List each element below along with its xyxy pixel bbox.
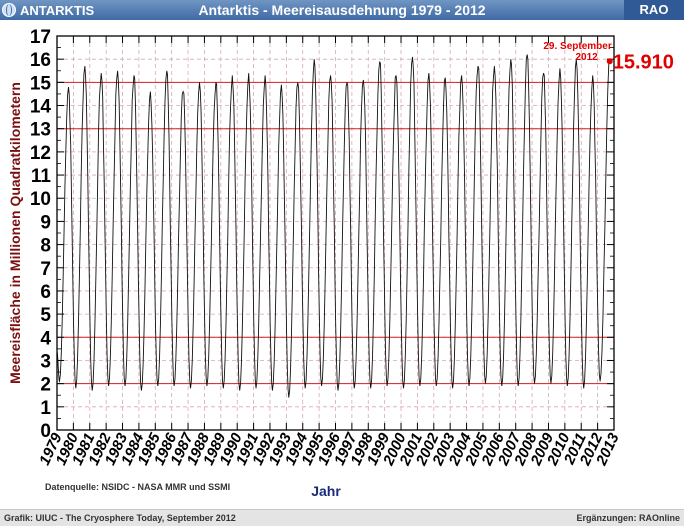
footer-credit: Grafik: UIUC - The Cryosphere Today, Sep… xyxy=(4,513,236,523)
y-axis-label: Meereisfläche in Millionen Quadratkilome… xyxy=(7,82,23,384)
footer-supplement: Ergänzungen: RAOnline xyxy=(576,513,681,523)
y-tick-label: 17 xyxy=(30,27,51,48)
annotation-date: 29. September xyxy=(543,41,611,52)
annotation-value: 15.910 xyxy=(613,51,674,73)
region-label: ANTARKTIS xyxy=(2,0,94,20)
x-axis-label: Jahr xyxy=(311,483,341,499)
reference-lines xyxy=(57,81,614,385)
header-bar: Antarktis - Meereisausdehnung 1979 - 201… xyxy=(0,0,684,20)
y-tick-label: 14 xyxy=(30,97,52,118)
series-line xyxy=(56,54,611,398)
y-tick-label: 6 xyxy=(40,282,51,303)
y-tick-label: 4 xyxy=(40,328,51,349)
y-tick-label: 5 xyxy=(40,305,51,326)
y-tick-label: 12 xyxy=(30,143,51,164)
page-title: Antarktis - Meereisausdehnung 1979 - 201… xyxy=(198,2,486,18)
x-tick-labels: 1979198019811982198319841985198619871988… xyxy=(36,430,623,469)
annotation-year: 2012 xyxy=(575,52,598,63)
brand-label: RAO xyxy=(624,0,684,20)
series-ice-extent xyxy=(56,54,611,398)
y-tick-label: 2 xyxy=(40,375,51,396)
y-tick-label: 8 xyxy=(40,236,51,257)
grid xyxy=(57,36,614,430)
annotation: 29. September 2012 15.910 xyxy=(543,41,674,73)
y-tick-label: 13 xyxy=(30,120,51,141)
y-tick-label: 16 xyxy=(30,50,51,71)
y-tick-label: 7 xyxy=(40,259,51,280)
globe-icon xyxy=(2,3,16,17)
y-tick-label: 9 xyxy=(40,212,51,233)
annotation-marker xyxy=(606,58,613,65)
y-tick-label: 11 xyxy=(31,166,52,187)
axis-ticks xyxy=(56,35,615,431)
y-tick-label: 15 xyxy=(30,73,52,94)
footer-bar: Grafik: UIUC - The Cryosphere Today, Sep… xyxy=(0,509,684,526)
data-source-note: Datenquelle: NSIDC - NASA MMR und SSMI xyxy=(45,482,230,492)
y-tick-label: 10 xyxy=(30,189,51,210)
y-tick-label: 0 xyxy=(40,421,51,442)
y-tick-label: 3 xyxy=(40,351,51,372)
region-label-text: ANTARKTIS xyxy=(20,2,95,18)
y-tick-label: 1 xyxy=(40,398,51,419)
